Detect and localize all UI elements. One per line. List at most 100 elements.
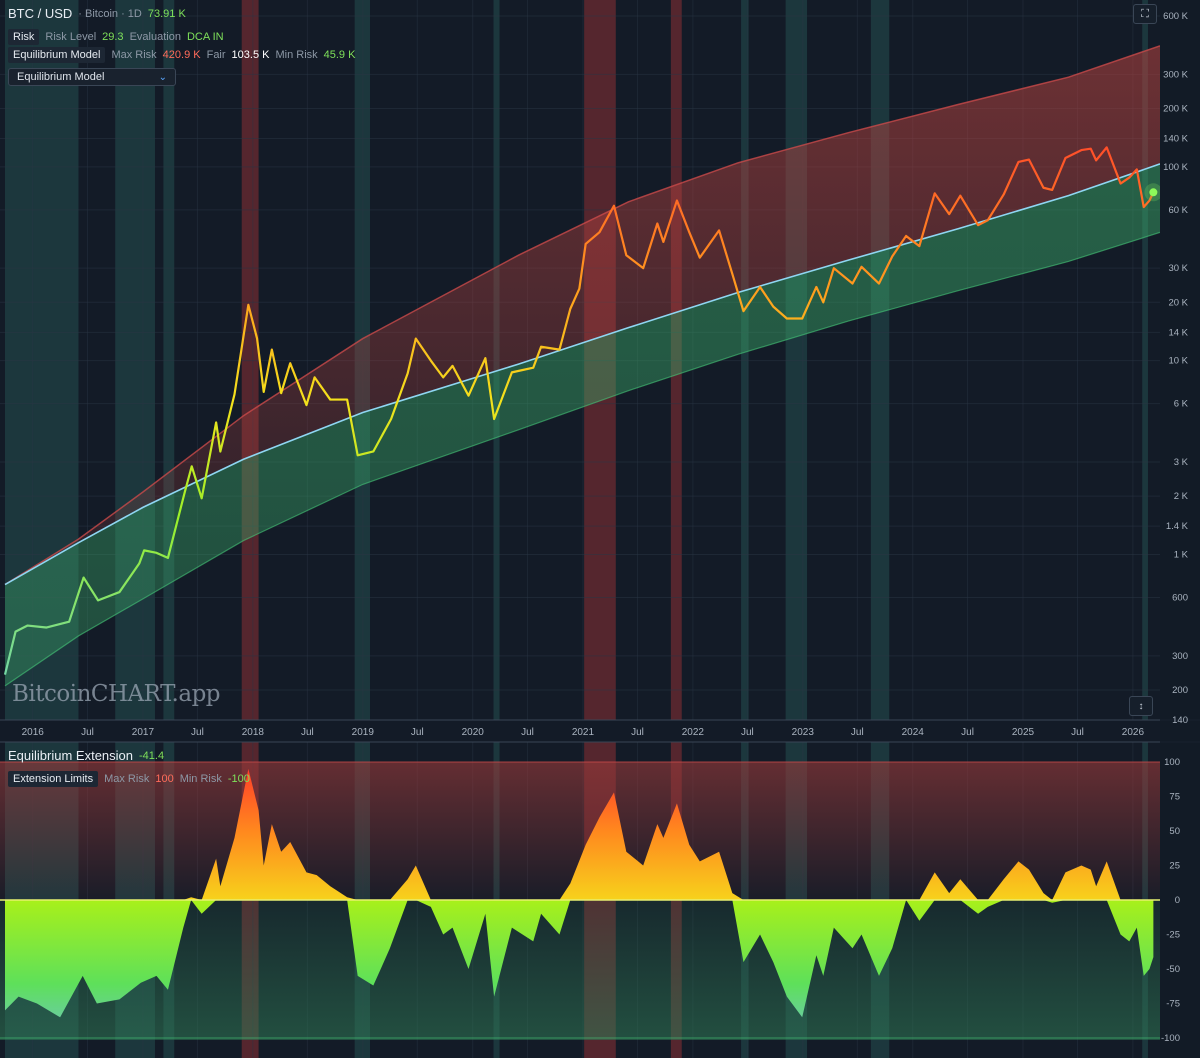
y-tick-label: 140 K [1163, 134, 1188, 145]
y-tick-label: 10 K [1168, 356, 1188, 367]
y-tick-label: 300 K [1163, 69, 1188, 80]
risk-level-label: Risk Level [45, 31, 97, 43]
sub-y-tick-label: -75 [1166, 999, 1180, 1010]
watermark-part-a: Bitcoin [12, 681, 91, 707]
model-legend: Equilibrium Model Max Risk 420.9 K Fair … [8, 47, 355, 63]
max-risk-line [4, 45, 1160, 586]
min-risk-value: 45.9 K [323, 49, 356, 61]
y-tick-label: 14 K [1168, 327, 1188, 338]
limits-min-label: Min Risk [179, 773, 222, 785]
x-tick-label: Jul [741, 727, 754, 738]
sub-y-tick-label: 50 [1169, 826, 1180, 837]
subpanel-title: Equilibrium Extension [8, 748, 134, 763]
max-risk-value: 420.9 K [162, 49, 201, 61]
fullscreen-button[interactable]: ⛶ [1133, 4, 1157, 24]
y-tick-label: 1 K [1174, 549, 1189, 560]
min-risk-label: Min Risk [275, 49, 318, 61]
price-series [3, 146, 1160, 675]
watermark-part-b: CHART [90, 681, 172, 707]
sub-y-tick-label: 25 [1169, 861, 1180, 872]
y-tick-label: 6 K [1174, 399, 1189, 410]
risk-level-value: 29.3 [102, 31, 124, 43]
x-tick-label: 2023 [792, 727, 815, 738]
extension-lower-zone [0, 900, 1160, 1040]
limits-min-value: -100 [227, 773, 250, 785]
x-tick-label: Jul [851, 727, 864, 738]
y-tick-label: 30 K [1168, 263, 1188, 274]
last-price-marker [1149, 188, 1158, 197]
model-select-value: Equilibrium Model [17, 71, 105, 83]
y-tick-label: 3 K [1174, 457, 1189, 468]
x-tick-label: Jul [1071, 727, 1084, 738]
lower-risk-band [5, 163, 1160, 686]
y-axis-bg [1160, 0, 1200, 1058]
limits-tag[interactable]: Extension Limits [8, 771, 99, 787]
model-select[interactable]: Equilibrium Model ⌄ [8, 68, 176, 86]
fair-label: Fair [206, 49, 226, 61]
fullscreen-icon: ⛶ [1141, 7, 1149, 20]
x-tick-label: 2019 [352, 727, 375, 738]
y-tick-label: 1.4 K [1166, 521, 1189, 532]
risk-tag[interactable]: Risk [8, 29, 40, 45]
low-risk-zone [493, 0, 500, 1058]
subpanel-value: -41.4 [139, 749, 165, 762]
x-tick-label: 2024 [902, 727, 925, 738]
sub-y-tick-label: 75 [1169, 792, 1180, 803]
y-tick-label: 600 K [1163, 11, 1188, 22]
sub-y-tick-label: -100 [1161, 1033, 1180, 1044]
sub-y-tick-label: 0 [1175, 895, 1180, 906]
x-tick-label: 2022 [682, 727, 705, 738]
max-risk-label: Max Risk [111, 49, 157, 61]
limits-max-label: Max Risk [104, 773, 150, 785]
collapse-button[interactable]: ↕ [1129, 696, 1153, 716]
watermark-part-c: .app [171, 681, 221, 707]
x-tick-label: Jul [961, 727, 974, 738]
x-tick-label: Jul [411, 727, 424, 738]
x-tick-label: 2016 [22, 727, 45, 738]
symbol-title: BTC / USD [8, 6, 73, 21]
y-tick-label: 2 K [1174, 491, 1189, 502]
sub-y-tick-label: -25 [1166, 930, 1180, 941]
low-risk-zone [741, 0, 749, 1058]
x-tick-label: Jul [81, 727, 94, 738]
x-tick-label: 2025 [1012, 727, 1035, 738]
limits-legend: Extension Limits Max Risk 100 Min Risk -… [8, 771, 250, 787]
chevron-down-icon: ⌄ [158, 71, 167, 83]
x-tick-label: 2018 [242, 727, 265, 738]
x-tick-label: Jul [301, 727, 314, 738]
collapse-icon: ↕ [1138, 700, 1144, 712]
x-tick-label: 2020 [462, 727, 485, 738]
subpanel-legend: Equilibrium Extension -41.4 [8, 748, 164, 763]
evaluation-value: DCA IN [186, 31, 224, 43]
min-risk-line [4, 231, 1160, 687]
y-tick-label: 300 [1172, 651, 1188, 662]
symbol-legend: BTC / USD · Bitcoin · 1D 73.91 K [8, 6, 186, 21]
last-price: 73.91 K [147, 7, 186, 20]
high-risk-zone [670, 0, 682, 1058]
model-tag[interactable]: Equilibrium Model [8, 47, 106, 63]
y-tick-label: 200 [1172, 685, 1188, 696]
risk-legend: Risk Risk Level 29.3 Evaluation DCA IN [8, 29, 224, 45]
extension-series [0, 761, 1160, 1040]
low-risk-zone [1142, 0, 1148, 1058]
x-tick-label: Jul [631, 727, 644, 738]
y-tick-label: 140 [1172, 715, 1188, 726]
evaluation-label: Evaluation [129, 31, 181, 43]
x-tick-label: 2026 [1122, 727, 1145, 738]
extension-positive-area [5, 768, 1154, 900]
x-tick-label: 2021 [572, 727, 595, 738]
upper-risk-band [5, 45, 1160, 585]
y-tick-label: 200 K [1163, 103, 1188, 114]
brand-watermark: BitcoinCHART.app [12, 681, 221, 707]
extension-negative-area [5, 900, 1154, 1018]
x-tick-label: Jul [191, 727, 204, 738]
symbol-meta: · Bitcoin · 1D [78, 7, 142, 20]
sub-y-tick-label: -50 [1166, 964, 1180, 975]
x-axis-bg [0, 720, 1200, 742]
y-tick-label: 600 [1172, 592, 1188, 603]
sub-y-tick-label: 100 [1164, 757, 1180, 768]
x-tick-label: 2017 [132, 727, 155, 738]
y-tick-label: 100 K [1163, 162, 1188, 173]
